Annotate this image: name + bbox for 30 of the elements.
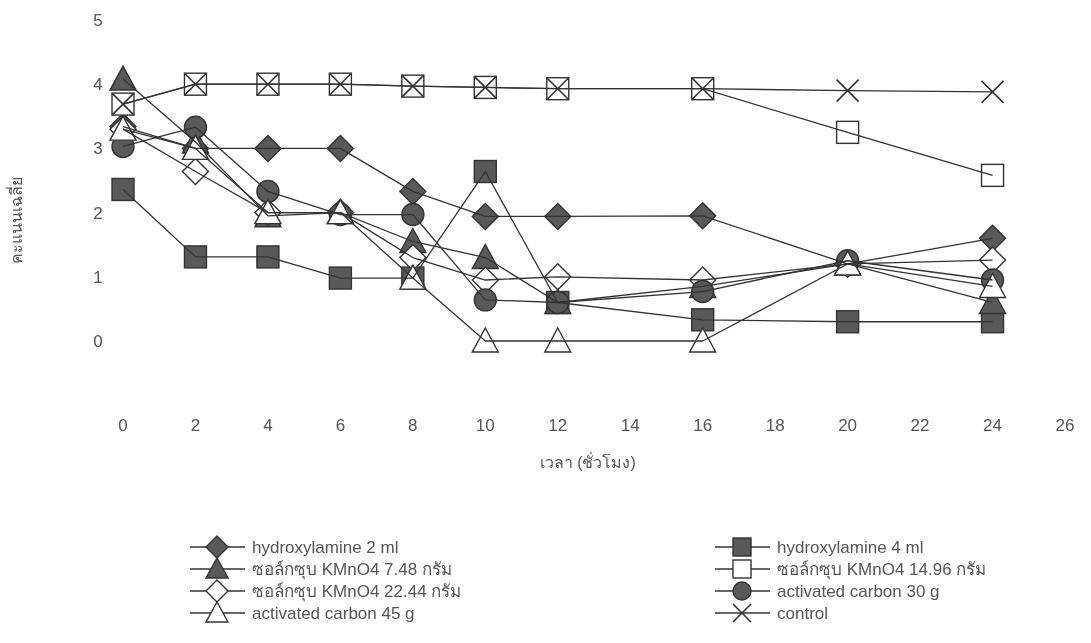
x-tick-label: 16 (693, 416, 713, 435)
x-tick-label: 2 (190, 416, 201, 435)
legend-label: hydroxylamine 4 ml (777, 538, 924, 557)
y-tick-label: 3 (93, 139, 103, 159)
y-axis-title: คะแนนเฉลี่ย (5, 177, 25, 264)
y-tick-label: 4 (93, 75, 103, 95)
x-tick-label: 12 (548, 416, 568, 435)
x-tick-label: 6 (335, 416, 346, 435)
x-tick-label: 8 (408, 416, 418, 435)
x-tick-label: 26 (1055, 416, 1075, 435)
x-tick-label: 4 (263, 416, 273, 435)
legend-label: hydroxylamine 2 ml (252, 538, 399, 557)
legend-label: activated carbon 45 g (252, 604, 415, 623)
legend-label: ซอล์กซุบ KMnO4 7.48 กรัม (252, 560, 452, 580)
x-tick-label: 24 (983, 416, 1002, 435)
y-tick-label: 0 (93, 332, 103, 351)
x-axis-title: เวลา (ชั่วโมง) (539, 451, 636, 471)
y-tick-label: 2 (93, 203, 103, 223)
y-tick-label: 1 (93, 267, 103, 287)
legend-label: ซอล์กซุบ KMnO4 22.44 กรัม (252, 582, 462, 602)
y-tick-label: 5 (93, 11, 103, 30)
x-tick-label: 22 (910, 416, 930, 435)
x-tick-label: 14 (620, 416, 640, 435)
legend-label: activated carbon 30 g (777, 582, 940, 601)
legend-label: control (777, 604, 829, 623)
x-tick-label: 0 (118, 416, 128, 435)
legend-label: ซอล์กซุบ KMnO4 14.96 กรัม (777, 560, 987, 580)
x-tick-label: 18 (765, 416, 785, 435)
x-tick-label: 20 (838, 416, 858, 435)
x-tick-label: 10 (475, 416, 495, 435)
